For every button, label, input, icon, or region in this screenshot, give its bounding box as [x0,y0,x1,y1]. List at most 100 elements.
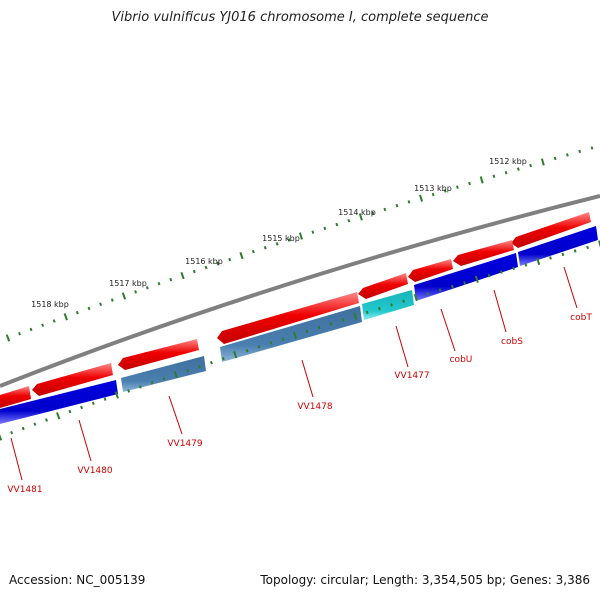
gene-leader-line [440,308,456,352]
minor-tick [566,153,569,157]
minor-tick [402,299,406,303]
reverse-feature [518,226,598,266]
minor-tick [407,200,411,204]
minor-tick [99,302,103,307]
forward-feature [217,292,359,344]
minor-tick [443,189,447,193]
backbone-ring [0,194,600,388]
minor-tick [10,430,14,435]
minor-tick [52,319,56,323]
minor-tick [33,422,37,426]
minor-tick [335,222,339,227]
gene-label: VV1478 [297,402,332,412]
gene-label: VV1480 [77,466,112,476]
minor-tick [157,281,161,286]
minor-tick [162,376,166,381]
minor-tick [75,310,79,315]
minor-tick [586,245,589,250]
minor-tick [553,156,557,161]
minor-tick [110,298,114,302]
map-title: Vibrio vulnificus YJ016 chromosome I, co… [111,10,489,25]
minor-tick [18,331,21,336]
reverse-feature [0,380,118,424]
minor-tick [329,322,333,326]
minor-tick [431,192,435,197]
minor-tick [311,230,315,234]
forward-feature [32,363,113,396]
minor-tick [127,389,131,393]
genome-summary-label: Topology: circular; Length: 3,354,505 bp… [260,573,590,587]
minor-tick [487,273,491,278]
minor-tick [209,360,213,365]
gene-label: VV1477 [394,371,429,381]
minor-tick [492,174,496,178]
gene-label: VV1479 [167,439,202,449]
minor-tick [91,401,95,406]
major-tick [413,293,418,302]
kbp-label: 1518 kbp [31,300,69,309]
major-tick [233,351,238,359]
minor-tick [573,249,577,253]
gene-label: cobU [450,355,473,365]
minor-tick [347,218,351,223]
minor-tick [251,249,255,254]
forward-feature [453,240,514,266]
minor-tick [204,265,208,270]
minor-tick [145,286,149,290]
inner-tick-ring [0,240,600,441]
gene-leader-line [78,419,92,462]
minor-tick [29,327,33,332]
forward-feature [511,212,591,248]
minor-tick [504,171,508,175]
minor-tick [529,163,532,168]
minor-tick [390,303,393,307]
minor-tick [150,381,154,385]
major-tick [56,412,61,420]
minor-tick [138,385,142,389]
major-tick [419,194,424,202]
minor-tick [245,349,249,353]
major-tick [598,240,600,248]
minor-tick [21,426,25,431]
minor-tick [216,261,220,266]
minor-tick [365,310,369,315]
minor-tick [438,288,442,292]
major-tick [121,292,127,300]
minor-tick [383,207,387,212]
minor-tick [134,290,138,294]
major-tick [479,176,484,184]
major-tick [5,334,11,342]
minor-tick [590,146,594,150]
minor-tick [426,292,430,296]
kbp-label-group: 1512 kbp 1513 kbp 1514 kbp 1515 kbp 1516 kbp… [31,157,527,309]
major-tick [63,313,68,321]
gene-label: VV1481 [7,485,42,495]
minor-tick [561,252,565,257]
major-tick [536,257,541,266]
reverse-feature [220,306,362,362]
minor-tick [549,256,552,260]
minor-tick [198,364,201,369]
gene-label: cobT [570,313,592,323]
gene-leader-line [168,395,183,435]
minor-tick [257,345,261,349]
minor-tick [371,211,375,215]
minor-tick [281,337,285,341]
major-tick [474,275,479,283]
reverse-feature [121,356,206,392]
minor-tick [468,181,471,186]
kbp-label: 1513 kbp [414,184,452,193]
accession-label: Accession: NC_005139 [9,573,146,587]
minor-tick [186,368,190,373]
kbp-label: 1512 kbp [489,157,527,166]
minor-tick [463,281,466,285]
minor-tick [192,269,196,274]
major-tick [239,251,244,260]
kbp-label: 1517 kbp [109,279,147,288]
minor-tick [45,418,48,422]
minor-tick [221,356,225,361]
forward-feature [118,339,199,370]
gene-leader-line [493,289,507,333]
outer-tick-ring [5,146,594,342]
